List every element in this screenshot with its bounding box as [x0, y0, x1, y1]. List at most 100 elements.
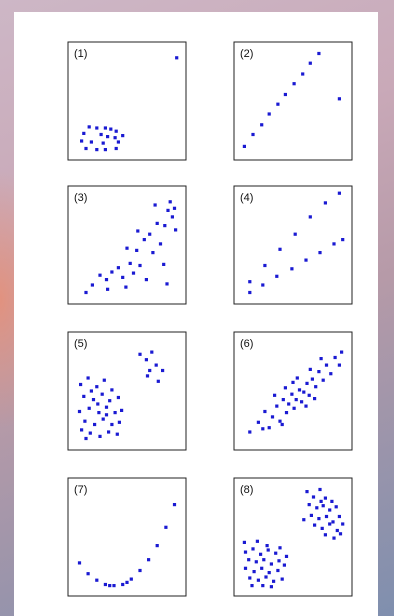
- data-point: [275, 274, 279, 278]
- data-point: [97, 411, 101, 415]
- data-point: [98, 434, 102, 438]
- data-point: [144, 278, 148, 282]
- data-point: [278, 419, 282, 423]
- data-point: [291, 380, 295, 384]
- data-point: [330, 499, 334, 503]
- scatter-panel-4: (4): [233, 185, 353, 305]
- scatter-panel-6: (6): [233, 331, 353, 451]
- data-point: [110, 270, 114, 274]
- data-point: [337, 97, 341, 101]
- data-point: [302, 518, 306, 522]
- data-point: [267, 112, 271, 116]
- data-point: [113, 136, 117, 140]
- data-point: [95, 578, 99, 582]
- data-point: [323, 496, 327, 500]
- data-point: [334, 505, 338, 509]
- data-point: [297, 388, 302, 392]
- data-point: [243, 550, 248, 554]
- panel-label: (1): [74, 48, 87, 60]
- data-point: [96, 402, 100, 406]
- data-point: [255, 539, 259, 543]
- data-point: [276, 102, 280, 106]
- data-point: [100, 392, 104, 396]
- data-point: [315, 506, 319, 510]
- data-point: [321, 378, 325, 382]
- data-point: [84, 436, 88, 441]
- data-point: [174, 228, 178, 232]
- data-point: [248, 576, 252, 580]
- data-point: [161, 368, 165, 373]
- data-point: [256, 420, 260, 424]
- data-point: [153, 203, 157, 207]
- data-point: [281, 398, 285, 402]
- data-point: [131, 271, 136, 275]
- data-point: [168, 200, 172, 204]
- data-point: [151, 251, 155, 255]
- data-point: [277, 559, 281, 563]
- data-point: [104, 405, 109, 409]
- data-point: [103, 148, 107, 152]
- data-point: [243, 566, 248, 570]
- data-point: [145, 374, 150, 378]
- data-point: [95, 126, 99, 130]
- data-point: [88, 431, 92, 435]
- data-point: [116, 266, 120, 270]
- data-point: [273, 393, 277, 397]
- data-point: [138, 263, 142, 268]
- data-point: [164, 525, 168, 529]
- data-point: [101, 417, 105, 421]
- data-point: [320, 526, 324, 530]
- data-point: [308, 215, 312, 219]
- data-point: [328, 508, 332, 512]
- data-point: [242, 540, 246, 544]
- data-point: [138, 352, 142, 356]
- data-point: [338, 532, 343, 536]
- panel-frame: [233, 477, 353, 597]
- data-point: [77, 561, 82, 565]
- data-point: [314, 385, 318, 389]
- panel-frame: [233, 185, 353, 305]
- data-point: [147, 558, 151, 562]
- data-point: [311, 495, 316, 499]
- data-point: [98, 273, 102, 277]
- data-point: [261, 283, 265, 287]
- data-point: [340, 350, 344, 354]
- data-point: [116, 395, 120, 400]
- data-point: [83, 419, 87, 423]
- data-point: [295, 376, 299, 380]
- data-point: [319, 499, 323, 503]
- data-point: [129, 577, 133, 581]
- data-point: [337, 191, 341, 195]
- data-point: [142, 238, 146, 242]
- panel-label: (2): [240, 48, 253, 60]
- data-point: [324, 363, 329, 367]
- data-point: [287, 402, 291, 406]
- data-point: [104, 413, 109, 417]
- data-point: [107, 430, 111, 434]
- data-point: [309, 513, 313, 517]
- data-point: [154, 363, 158, 367]
- data-point: [260, 123, 264, 127]
- panel-label: (7): [74, 484, 87, 496]
- data-point: [115, 432, 119, 436]
- data-point: [86, 376, 90, 380]
- data-point: [90, 283, 94, 287]
- data-point: [261, 427, 265, 431]
- data-point: [166, 208, 170, 212]
- data-point: [162, 262, 166, 266]
- data-point: [125, 246, 129, 250]
- data-point: [300, 400, 304, 404]
- data-point: [305, 381, 309, 385]
- data-point: [337, 363, 341, 367]
- data-point: [265, 544, 269, 548]
- data-point: [155, 221, 159, 225]
- data-point: [319, 357, 323, 361]
- data-point: [283, 386, 287, 390]
- data-point: [274, 551, 278, 555]
- data-point: [135, 248, 139, 252]
- data-point: [102, 378, 106, 382]
- data-point: [95, 385, 99, 389]
- data-point: [318, 487, 322, 492]
- data-point: [136, 229, 140, 233]
- data-point: [290, 392, 294, 396]
